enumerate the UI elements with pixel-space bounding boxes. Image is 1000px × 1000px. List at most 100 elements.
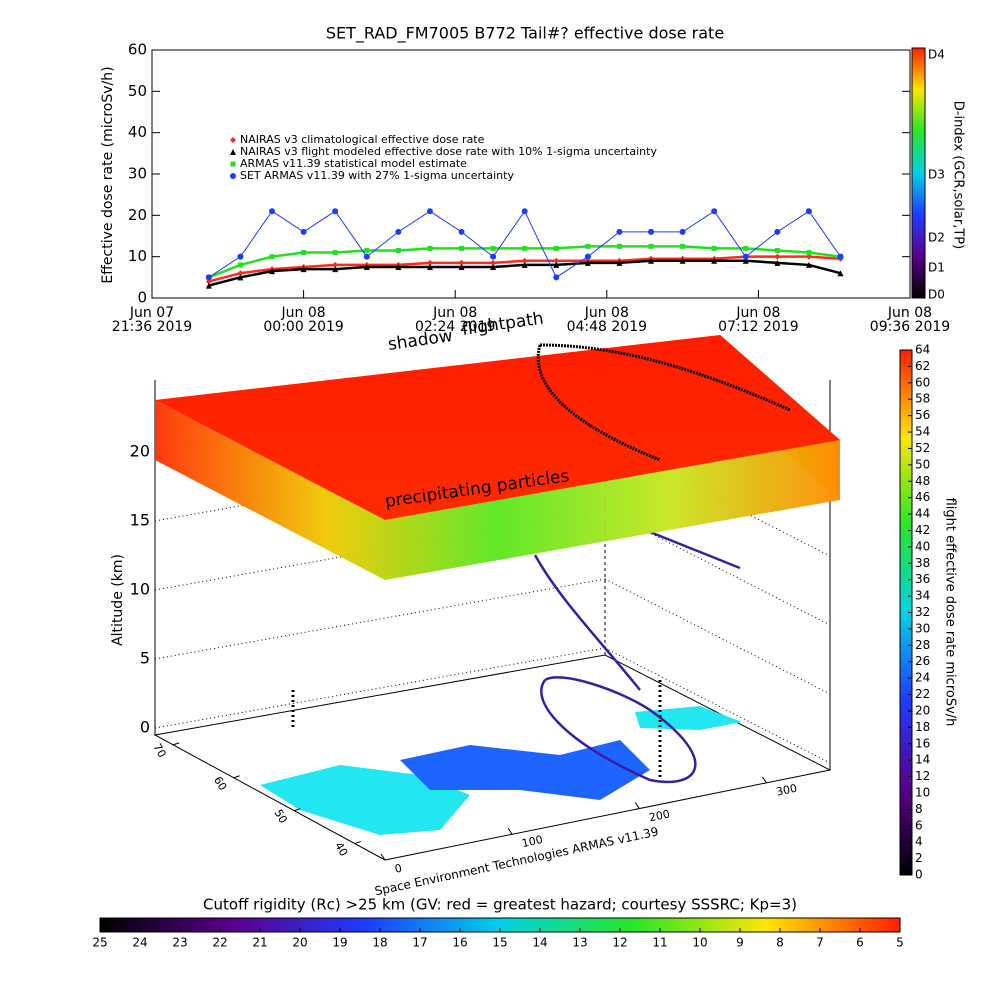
data-point — [616, 243, 622, 249]
colorbar-tick-label: 21 — [252, 936, 267, 950]
data-point — [395, 247, 401, 253]
data-point — [584, 259, 591, 266]
colorbar-tick-label: D0 — [928, 288, 945, 302]
data-point — [774, 253, 781, 260]
colorbar-tick-label: 2 — [915, 851, 923, 865]
colorbar-tick-label: D4 — [928, 48, 945, 62]
data-point — [458, 259, 465, 266]
data-point — [490, 253, 497, 260]
x-tick — [507, 828, 513, 835]
data-point — [522, 245, 528, 251]
flight-path — [649, 530, 741, 570]
colorbar-tick-label: 42 — [915, 523, 930, 537]
colorbar-tick-label: 16 — [915, 736, 930, 750]
data-point — [553, 257, 560, 264]
legend-label: NAIRAS v3 climatological effective dose … — [240, 133, 485, 146]
colorbar-tick-label: 56 — [915, 408, 930, 422]
data-point — [616, 259, 623, 266]
data-point — [426, 264, 433, 270]
colorbar-tick-label: 19 — [332, 936, 347, 950]
colorbar-tick-label: 54 — [915, 425, 930, 439]
flight-path — [533, 554, 697, 784]
data-point — [458, 264, 465, 270]
colorbar-tick-label: 30 — [915, 621, 930, 635]
data-point — [553, 261, 560, 268]
data-point — [230, 149, 236, 155]
colorbar-tick-label: 24 — [915, 671, 930, 685]
grid-line — [604, 578, 831, 695]
data-point — [395, 228, 402, 235]
data-point — [301, 250, 307, 256]
x-tick-label: Jun 08 — [432, 305, 477, 321]
data-point — [679, 228, 686, 235]
y-tick-label: 70 — [150, 741, 168, 760]
y-tick-label: 40 — [332, 840, 350, 859]
colorbar-tick-label: D3 — [928, 168, 945, 182]
data-point — [805, 253, 812, 260]
slab-top — [155, 335, 840, 520]
colorbar-tick-label: 22 — [915, 687, 930, 701]
colorbar-tick-label: 60 — [915, 375, 930, 389]
colorbar-tick-label: 26 — [915, 654, 930, 668]
colorbar-tick-label: 10 — [692, 936, 707, 950]
data-point — [774, 228, 781, 235]
legend-label: SET ARMAS v11.39 with 27% 1-sigma uncert… — [240, 169, 514, 182]
map-land — [400, 740, 650, 800]
colorbar-tick-label: 20 — [915, 703, 930, 717]
y-tick — [233, 775, 240, 779]
data-point — [805, 261, 812, 268]
data-point — [742, 257, 749, 264]
data-point — [363, 264, 370, 270]
colorbar-label: flight effective dose rate microSv/h — [943, 498, 958, 727]
x-tick — [380, 853, 386, 861]
y-tick-label: 50 — [128, 82, 147, 100]
data-point — [679, 257, 686, 264]
data-point — [648, 257, 655, 264]
data-point — [680, 243, 686, 249]
colorbar-tick-label: 12 — [915, 769, 930, 783]
x-tick-label: 100 — [521, 833, 544, 850]
z-tick-label: 0 — [140, 718, 150, 737]
data-point — [805, 208, 812, 215]
x-tick-label: 0 — [394, 862, 404, 876]
data-point — [332, 266, 339, 273]
colorbar-tick-label: 38 — [915, 556, 930, 570]
y-tick-label: 40 — [128, 123, 147, 141]
colorbar-tick-label: 18 — [372, 936, 387, 950]
data-point — [585, 243, 591, 249]
data-point — [300, 228, 307, 235]
data-point — [300, 266, 307, 273]
colorbar-tick-label: 11 — [652, 936, 667, 950]
credit: Space Environment Technologies ARMAS v11… — [373, 824, 659, 898]
colorbar-tick-label: 8 — [776, 936, 784, 950]
colorbar-tick-label: 52 — [915, 441, 930, 455]
colorbar-tick-label: 40 — [915, 539, 930, 553]
data-point — [521, 261, 528, 268]
z-tick-label: 15 — [130, 511, 150, 530]
x-tick-label: Jun 08 — [887, 305, 932, 321]
data-point — [837, 253, 844, 260]
colorbar-tick-label: D1 — [928, 261, 945, 275]
y-tick-label: 30 — [128, 165, 147, 183]
grid-line — [154, 578, 606, 660]
x-tick-label: 300 — [775, 782, 798, 799]
data-point — [363, 253, 370, 260]
data-point — [648, 243, 654, 249]
colorbar-label: Cutoff rigidity (Rc) >25 km (GV: red = g… — [203, 896, 797, 914]
colorbar-tick-label: 44 — [915, 507, 930, 521]
data-point — [553, 274, 560, 281]
colorbar-tick-label: 34 — [915, 589, 930, 603]
x-tick-label: 200 — [648, 807, 671, 824]
x-tick-label: Jun 08 — [584, 305, 629, 321]
data-point — [332, 250, 338, 256]
y-tick — [294, 808, 301, 812]
colorbar-tick-label: 0 — [915, 868, 923, 882]
x-tick-label: Jun 08 — [735, 305, 780, 321]
colorbar-tick-label: 6 — [915, 818, 923, 832]
colorbar-tick-label: 4 — [915, 835, 923, 849]
colorbar-tick-label: 6 — [856, 936, 864, 950]
legend-label: NAIRAS v3 flight modeled effective dose … — [240, 145, 657, 158]
grid-line — [154, 647, 606, 729]
data-point — [364, 247, 370, 253]
colorbar-tick-label: 9 — [736, 936, 744, 950]
